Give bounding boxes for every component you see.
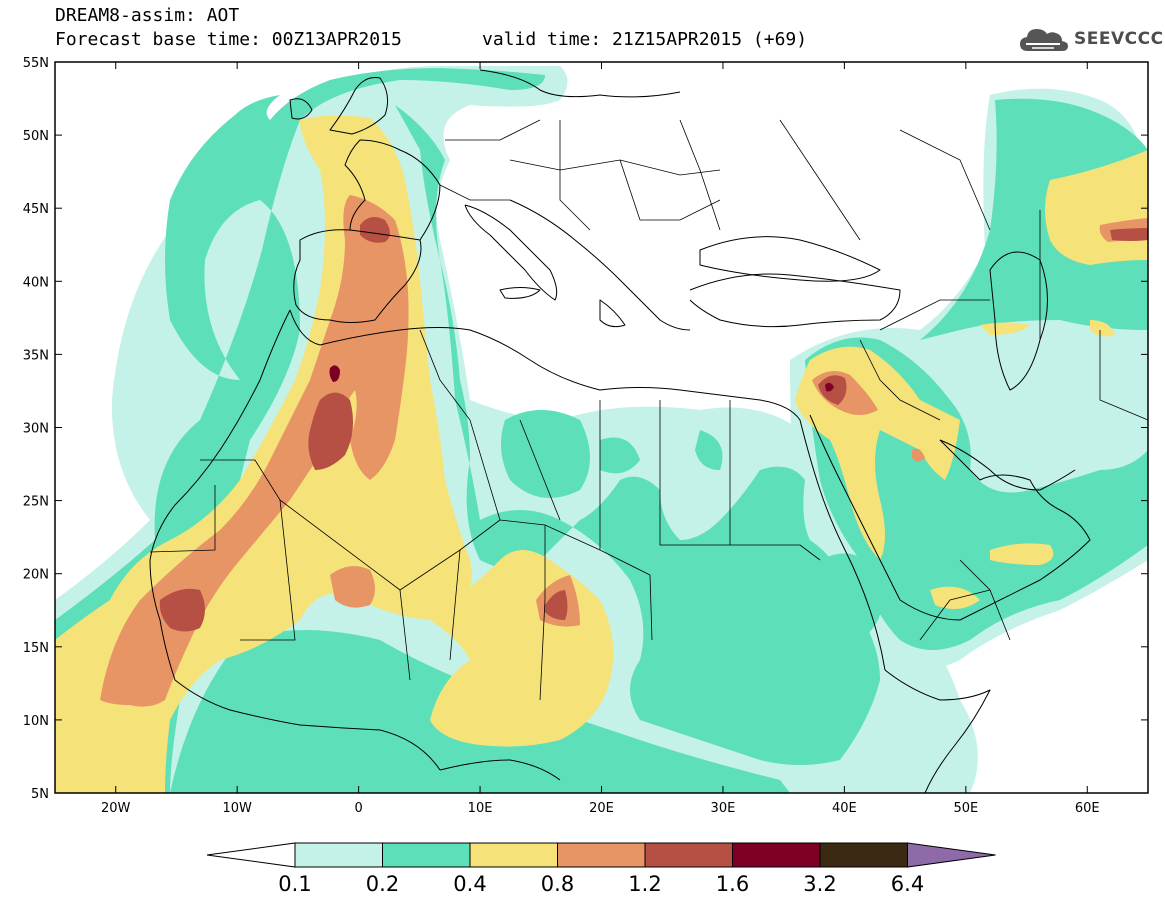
seevccc-logo: SEEVCCC bbox=[1018, 22, 1164, 56]
colorbar-swatches bbox=[206, 842, 996, 868]
colorbar-swatch bbox=[557, 842, 646, 868]
colorbar-swatch bbox=[469, 842, 558, 868]
country-borders bbox=[149, 119, 1148, 701]
aot-map: 55N 50N 45N 40N 35N 30N 25N 20N 15N 10N 5N 20W 10W 0… bbox=[23, 56, 1149, 816]
aot-level-1-6 bbox=[329, 365, 834, 392]
lat-tick-label: 55N bbox=[23, 56, 49, 71]
colorbar-swatch bbox=[294, 842, 383, 868]
lat-tick-label: 10N bbox=[23, 714, 49, 729]
lon-tick-label: 10W bbox=[222, 801, 252, 816]
colorbar-label: 6.4 bbox=[891, 872, 924, 896]
lat-tick-label: 40N bbox=[23, 275, 49, 290]
lat-tick-label: 20N bbox=[23, 568, 49, 583]
colorbar-swatch bbox=[732, 842, 821, 868]
lon-tick-label: 20E bbox=[589, 801, 614, 816]
cloud-icon bbox=[1020, 29, 1068, 51]
colorbar-label: 0.1 bbox=[278, 872, 311, 896]
latitude-axis: 55N 50N 45N 40N 35N 30N 25N 20N 15N 10N 5N bbox=[23, 56, 1148, 802]
colorbar-label: 1.2 bbox=[628, 872, 661, 896]
aot-level-1-2 bbox=[159, 216, 1148, 632]
lon-tick-label: 10E bbox=[468, 801, 493, 816]
colorbar-labels: 0.1 0.2 0.4 0.8 1.2 1.6 3.2 6.4 bbox=[278, 872, 924, 896]
lon-tick-label: 40E bbox=[832, 801, 857, 816]
colorbar-label: 0.2 bbox=[366, 872, 399, 896]
lon-tick-label: 0 bbox=[354, 801, 362, 816]
lat-tick-label: 30N bbox=[23, 422, 49, 437]
aot-shading bbox=[55, 66, 1148, 793]
lat-tick-label: 45N bbox=[23, 202, 49, 217]
colorbar-label: 0.4 bbox=[453, 872, 486, 896]
colorbar-swatch bbox=[644, 842, 733, 868]
lon-tick-label: 60E bbox=[1075, 801, 1100, 816]
colorbar-over-arrow bbox=[907, 842, 996, 868]
product-title: DREAM8-assim: AOT bbox=[55, 5, 240, 26]
colorbar-label: 0.8 bbox=[541, 872, 574, 896]
lon-tick-label: 20W bbox=[101, 801, 131, 816]
lat-tick-label: 15N bbox=[23, 641, 49, 656]
forecast-base-time: Forecast base time: 00Z13APR2015 bbox=[55, 29, 402, 50]
lat-tick-label: 50N bbox=[23, 129, 49, 144]
lat-tick-label: 35N bbox=[23, 348, 49, 363]
colorbar-label: 1.6 bbox=[716, 872, 749, 896]
colorbar-swatch bbox=[819, 842, 908, 868]
colorbar-under-arrow bbox=[206, 842, 296, 868]
colorbar-label: 3.2 bbox=[803, 872, 836, 896]
colorbar-swatch bbox=[382, 842, 471, 868]
longitude-axis: 20W 10W 0 10E 20E 30E 40E 50E 60E bbox=[101, 62, 1100, 816]
valid-time: valid time: 21Z15APR2015 (+69) bbox=[482, 29, 808, 50]
lat-tick-label: 5N bbox=[31, 787, 49, 802]
lon-tick-label: 30E bbox=[711, 801, 736, 816]
lat-tick-label: 25N bbox=[23, 495, 49, 510]
lon-tick-label: 50E bbox=[953, 801, 978, 816]
logo-text: SEEVCCC bbox=[1074, 29, 1164, 49]
coastlines bbox=[149, 69, 1091, 793]
